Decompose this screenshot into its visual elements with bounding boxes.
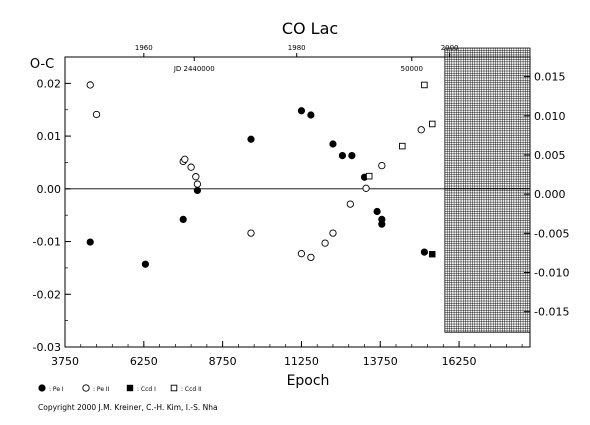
data-points (86, 81, 436, 268)
y-tick-label: -0.01 (33, 236, 61, 249)
right-y-tick-label: 0.015 (534, 71, 566, 84)
point-pe-i (378, 220, 386, 228)
y-tick-label: 0.02 (37, 77, 62, 90)
point-pe-i (420, 248, 428, 256)
right-y-tick-label: 0.005 (534, 149, 566, 162)
point-pe-i (338, 152, 347, 160)
right-y-tick-label: -0.005 (534, 227, 569, 240)
y-tick-label: -0.03 (33, 341, 61, 354)
point-pe-ii (92, 110, 101, 119)
legend: : Pe I : Pe II : Ccd I : Ccd II (38, 384, 202, 393)
top-year-label: 2000 (441, 44, 459, 52)
point-pe-i (348, 152, 356, 160)
point-pe-ii (378, 161, 386, 170)
point-pe-i (247, 135, 255, 143)
point-ccd-ii (365, 172, 373, 180)
legend-label: : Ccd II (181, 386, 202, 393)
plot-frame (64, 56, 531, 348)
point-pe-ii (187, 163, 195, 171)
point-ccd-i (429, 250, 436, 258)
legend-marker (170, 384, 178, 392)
copyright-text: Copyright 2000 J.M. Kreiner, C.-H. Kim, … (38, 403, 218, 412)
point-pe-ii (181, 155, 189, 163)
legend-label: : Ccd I (137, 386, 156, 393)
top-year-label: 1960 (135, 44, 153, 52)
point-pe-i (193, 186, 202, 194)
point-pe-ii (362, 184, 370, 192)
future-hatch-area (444, 47, 531, 333)
chart-title: CO Lac (282, 19, 338, 38)
point-pe-i (141, 260, 149, 268)
x-tick-label: 11250 (284, 355, 319, 368)
x-tick-label: 13750 (363, 355, 398, 368)
point-ccd-ii (429, 120, 436, 128)
point-pe-i (329, 140, 337, 148)
y-axis-label: O-C (30, 57, 54, 72)
point-pe-ii (329, 229, 337, 237)
plot-border (64, 56, 531, 348)
right-y-tick-label: -0.010 (534, 267, 569, 280)
point-pe-i (373, 207, 381, 216)
point-pe-ii (193, 180, 202, 188)
top-year-label: 1980 (288, 44, 306, 52)
legend-label: : Pe II (93, 386, 110, 393)
y-tick-label: -0.02 (33, 288, 61, 301)
x-tick-label: 8750 (209, 355, 237, 368)
y-tick-label: 0.00 (37, 183, 62, 196)
legend-marker (82, 384, 90, 392)
point-pe-i (307, 111, 315, 119)
legend-marker (126, 384, 134, 392)
point-pe-ii (192, 173, 200, 181)
point-pe-ii (297, 250, 306, 258)
jd-label: 50000 (401, 65, 423, 73)
legend-label: : Pe I (49, 386, 64, 393)
point-pe-ii (307, 253, 315, 262)
legend-marker (38, 384, 46, 392)
axis-ticks: 3750 6250 8750 11250 13750 16250 0.02 0.01 0.00 -… (33, 44, 570, 368)
point-ccd-ii (399, 142, 406, 150)
point-pe-ii (86, 81, 94, 89)
x-axis-label: Epoch (287, 373, 330, 389)
point-pe-i (297, 107, 306, 115)
x-tick-label: 6250 (130, 355, 158, 368)
point-pe-ii (321, 239, 329, 247)
point-pe-i (179, 215, 187, 223)
point-pe-ii (417, 126, 425, 134)
jd-label: JD 2440000 (173, 65, 215, 73)
point-pe-ii (247, 229, 255, 237)
x-tick-label: 16250 (442, 355, 477, 368)
right-y-tick-label: 0.010 (534, 110, 566, 123)
point-pe-ii (346, 200, 354, 208)
right-y-tick-label: -0.015 (534, 306, 569, 319)
point-pe-i (86, 238, 94, 246)
x-tick-label: 3750 (51, 355, 79, 368)
right-y-tick-label: 0.000 (534, 188, 566, 201)
y-tick-label: 0.01 (37, 130, 62, 143)
point-ccd-ii (421, 81, 428, 89)
